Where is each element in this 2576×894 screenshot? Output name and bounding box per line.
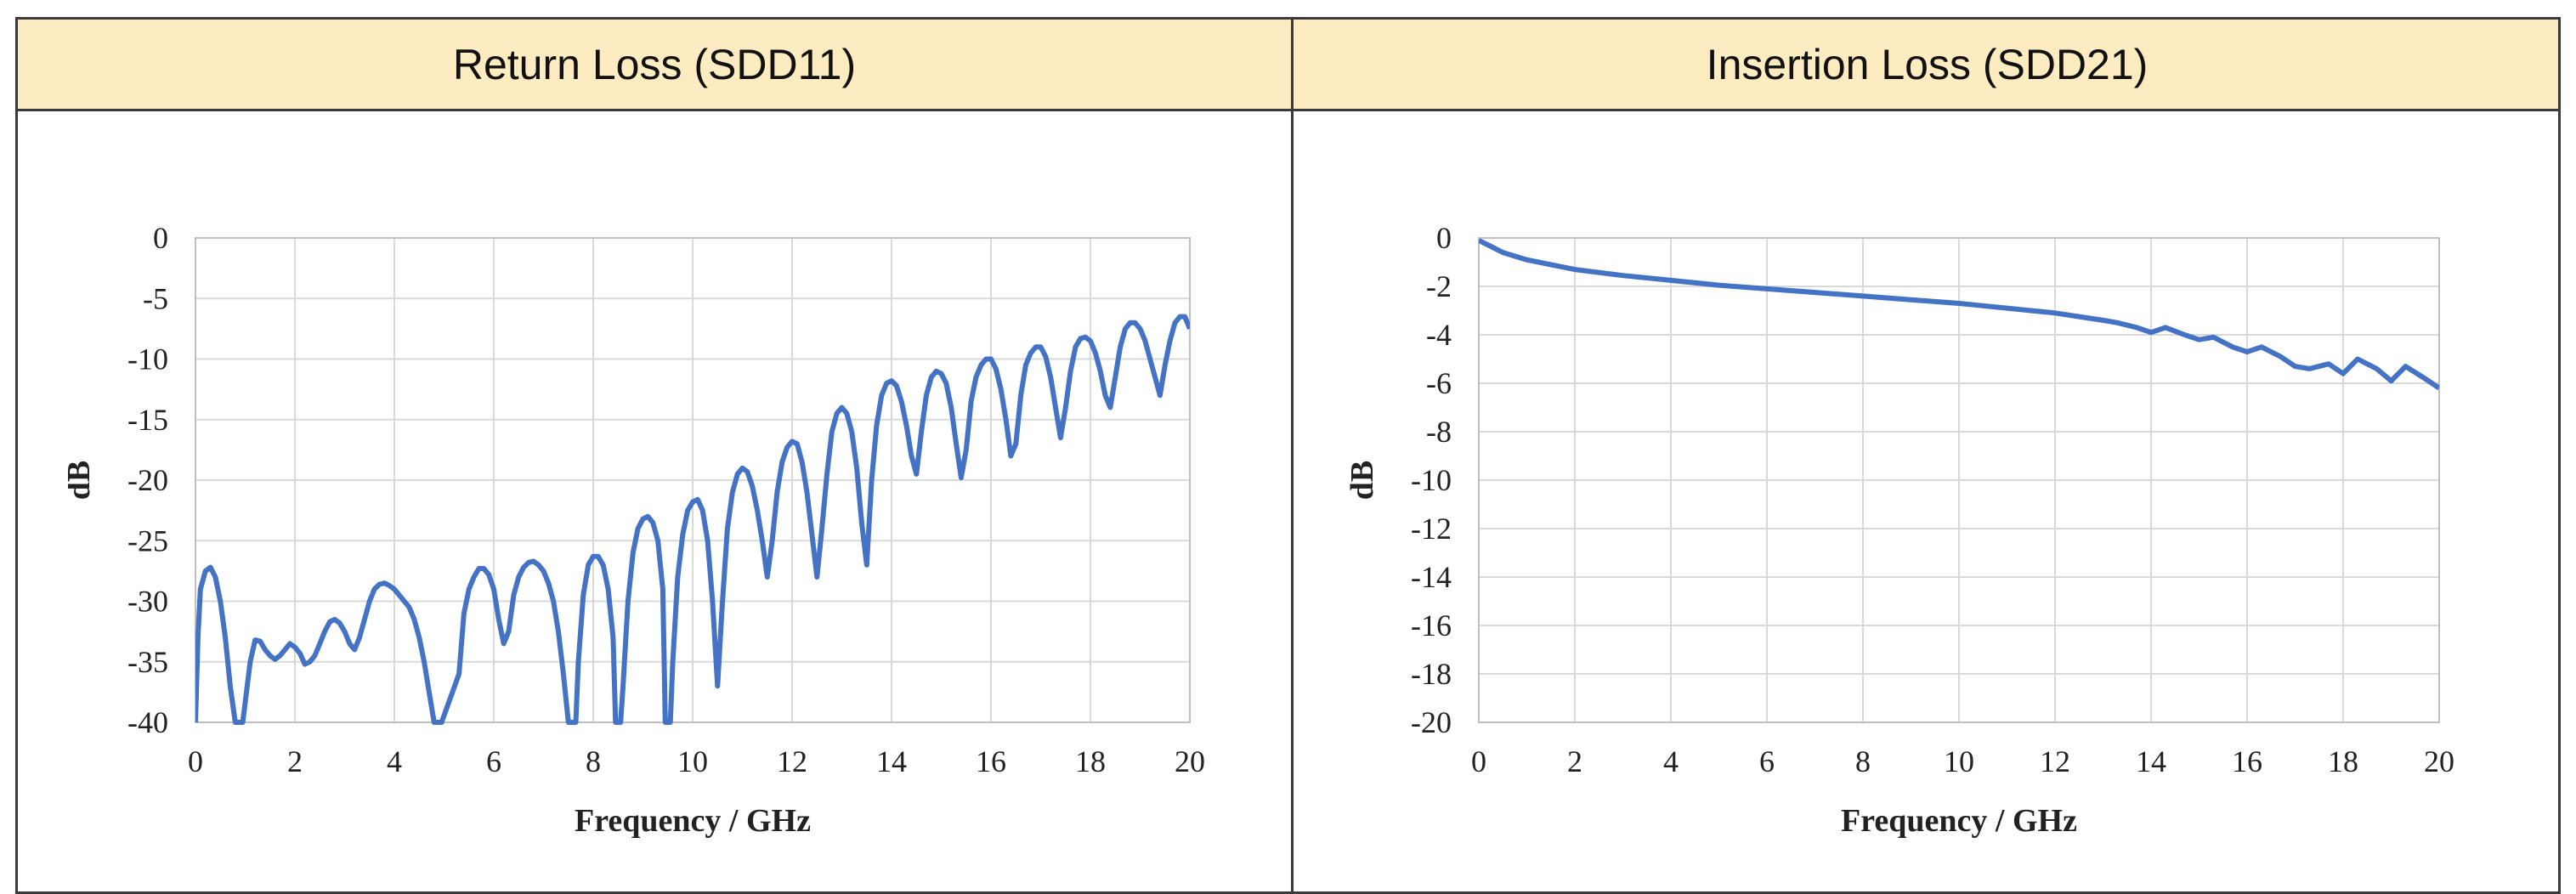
- figure-frame: Return Loss (SDD11) Insertion Loss (SDD2…: [15, 17, 2561, 894]
- return-loss-title: Return Loss (SDD11): [452, 40, 857, 88]
- x-tick-label: 4: [1663, 744, 1679, 778]
- x-tick-label: 18: [1075, 744, 1106, 778]
- y-tick-label: -6: [1426, 366, 1452, 400]
- header-row: [18, 20, 2558, 111]
- x-tick-label: 16: [2232, 744, 2262, 778]
- x-tick-label: 2: [287, 744, 303, 778]
- series-line: [195, 314, 1190, 725]
- plot-area: [1478, 237, 2440, 723]
- x-tick-label: 14: [876, 744, 907, 778]
- x-tick-label: 20: [1175, 744, 1205, 778]
- y-tick-label: -30: [127, 585, 168, 619]
- y-tick-label: -12: [1411, 512, 1452, 546]
- series-line: [1479, 238, 2439, 391]
- x-tick-label: 10: [1944, 744, 1974, 778]
- y-tick-label: 0: [153, 221, 168, 255]
- x-tick-label: 16: [976, 744, 1006, 778]
- plot-area: [195, 237, 1191, 723]
- column-divider: [1291, 20, 1294, 891]
- x-tick-label: 0: [188, 744, 203, 778]
- x-tick-label: 14: [2136, 744, 2166, 778]
- y-tick-label: -16: [1411, 608, 1452, 642]
- x-axis-label: Frequency / GHz: [575, 803, 811, 839]
- x-tick-label: 8: [586, 744, 601, 778]
- y-tick-label: -4: [1426, 318, 1452, 352]
- y-axis-label: dB: [1345, 461, 1380, 500]
- x-tick-label: 12: [777, 744, 807, 778]
- y-tick-label: -25: [127, 523, 168, 557]
- x-tick-label: 12: [2040, 744, 2070, 778]
- x-tick-label: 18: [2328, 744, 2358, 778]
- insertion-loss-title: Insertion Loss (SDD21): [1706, 40, 2149, 88]
- x-tick-label: 6: [1759, 744, 1775, 778]
- x-tick-label: 2: [1567, 744, 1582, 778]
- x-tick-label: 8: [1855, 744, 1871, 778]
- x-tick-label: 20: [2424, 744, 2454, 778]
- y-tick-label: -14: [1411, 560, 1452, 594]
- y-tick-label: -2: [1426, 269, 1452, 303]
- y-tick-label: -18: [1411, 657, 1452, 691]
- x-tick-label: 10: [677, 744, 708, 778]
- y-tick-label: -8: [1426, 415, 1452, 449]
- y-tick-label: -10: [1411, 463, 1452, 497]
- x-tick-label: 4: [387, 744, 402, 778]
- y-axis-label: dB: [68, 461, 97, 500]
- y-tick-label: -20: [127, 463, 168, 497]
- return-loss-chart: 0 2 4 6 8 10 12 14 16 18 20 0 -5 -10 -15 -20 -25 -30 -35 -4…: [68, 221, 1205, 839]
- y-tick-label: -40: [127, 705, 168, 739]
- y-tick-label: -15: [127, 403, 168, 437]
- x-tick-label: 6: [486, 744, 501, 778]
- y-tick-label: 0: [1436, 221, 1452, 255]
- y-tick-label: -20: [1411, 705, 1452, 739]
- x-axis-label: Frequency / GHz: [1841, 803, 2077, 839]
- y-tick-label: -5: [143, 281, 168, 315]
- y-tick-label: -10: [127, 342, 168, 376]
- insertion-loss-chart: 0 2 4 6 8 10 12 14 16 18 20 0 -2 -4 -6 -8 -10 -12 -14 -16 -1…: [1345, 221, 2454, 839]
- y-tick-label: -35: [127, 645, 168, 679]
- x-tick-label: 0: [1471, 744, 1486, 778]
